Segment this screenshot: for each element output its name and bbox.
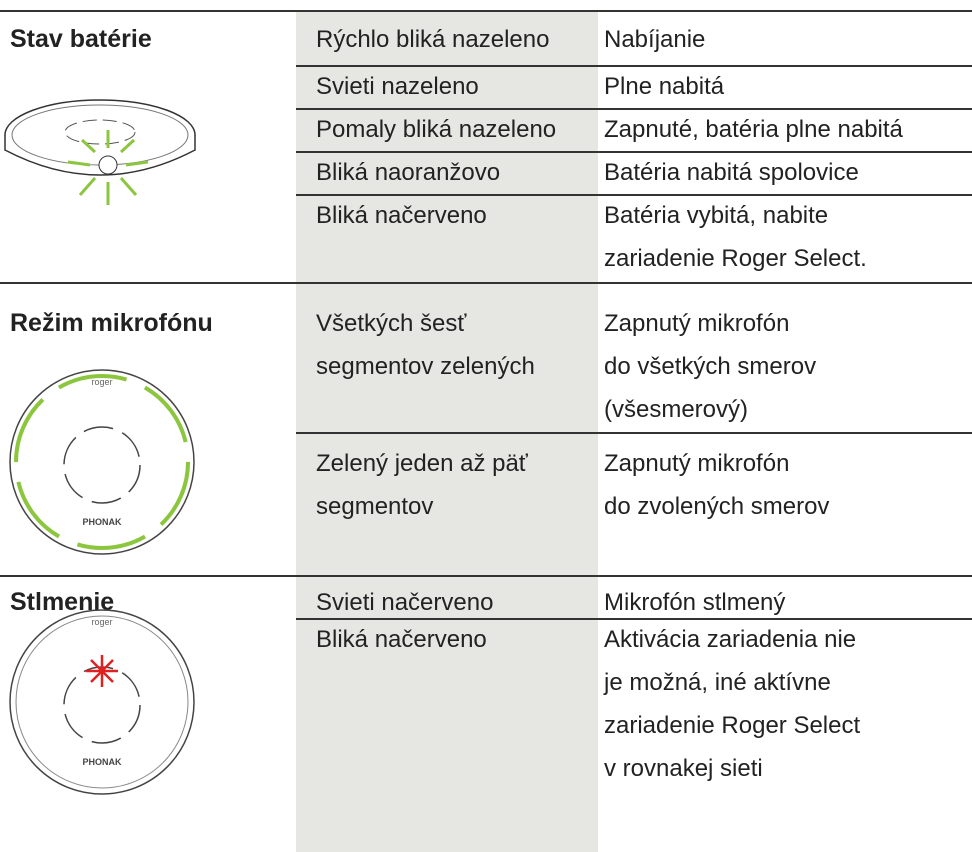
meaning-text: Mikrofón stlmený bbox=[604, 589, 786, 616]
section-divider bbox=[0, 10, 972, 12]
meaning-text: zariadenie Roger Select. bbox=[604, 245, 867, 272]
mute-device-image: roger PHONAK bbox=[9, 609, 195, 795]
indicator-text: Svieti načerveno bbox=[316, 589, 494, 616]
indicator-text: Svieti nazeleno bbox=[316, 73, 479, 100]
meaning-text: Batéria vybitá, nabite bbox=[604, 202, 829, 229]
indicator-text: Bliká načerveno bbox=[316, 626, 487, 653]
meaning-text: Batéria nabitá spolovice bbox=[604, 159, 859, 186]
row-divider bbox=[296, 65, 972, 67]
svg-text:PHONAK: PHONAK bbox=[82, 757, 122, 767]
svg-text:PHONAK: PHONAK bbox=[82, 517, 122, 527]
meaning-text: Aktivácia zariadenia nie bbox=[604, 626, 857, 653]
meaning-text: Zapnutý mikrofón bbox=[604, 450, 790, 477]
battery-device-image bbox=[4, 99, 196, 205]
meaning-text: (všesmerový) bbox=[604, 396, 749, 423]
indicator-text: Pomaly bliká nazeleno bbox=[316, 116, 557, 143]
svg-text:roger: roger bbox=[91, 617, 112, 627]
meaning-text: Plne nabitá bbox=[604, 73, 725, 100]
indicator-text: segmentov bbox=[316, 493, 434, 520]
indicator-text: segmentov zelených bbox=[316, 353, 535, 380]
indicator-text: Zelený jeden až päť bbox=[316, 450, 528, 477]
meaning-text: do všetkých smerov bbox=[604, 353, 817, 380]
indicator-text: Bliká naoranžovo bbox=[316, 159, 501, 186]
row-divider bbox=[296, 151, 972, 153]
svg-text:roger: roger bbox=[91, 377, 112, 387]
indicator-text: Bliká načerveno bbox=[316, 202, 487, 229]
meaning-text: v rovnakej sieti bbox=[604, 755, 763, 782]
row-divider bbox=[296, 194, 972, 196]
indicator-text: Všetkých šesť bbox=[316, 310, 467, 337]
meaning-text: do zvolených smerov bbox=[604, 493, 830, 520]
row-divider bbox=[296, 108, 972, 110]
section-divider bbox=[0, 282, 972, 284]
meaning-text: Zapnutý mikrofón bbox=[604, 310, 790, 337]
indicator-text: Rýchlo bliká nazeleno bbox=[316, 26, 550, 53]
meaning-text: zariadenie Roger Select bbox=[604, 712, 861, 739]
indicator-column bbox=[296, 10, 598, 852]
meaning-text: je možná, iné aktívne bbox=[604, 669, 831, 696]
meaning-text: Zapnuté, batéria plne nabitá bbox=[604, 116, 903, 143]
meaning-text: Nabíjanie bbox=[604, 26, 706, 53]
section-label: Režim mikrofónu bbox=[10, 309, 213, 337]
microphone-device-image: roger PHONAK bbox=[9, 369, 195, 555]
row-divider bbox=[296, 432, 972, 434]
row-divider bbox=[296, 618, 972, 620]
section-divider bbox=[0, 575, 972, 577]
section-label: Stav batérie bbox=[10, 25, 152, 53]
